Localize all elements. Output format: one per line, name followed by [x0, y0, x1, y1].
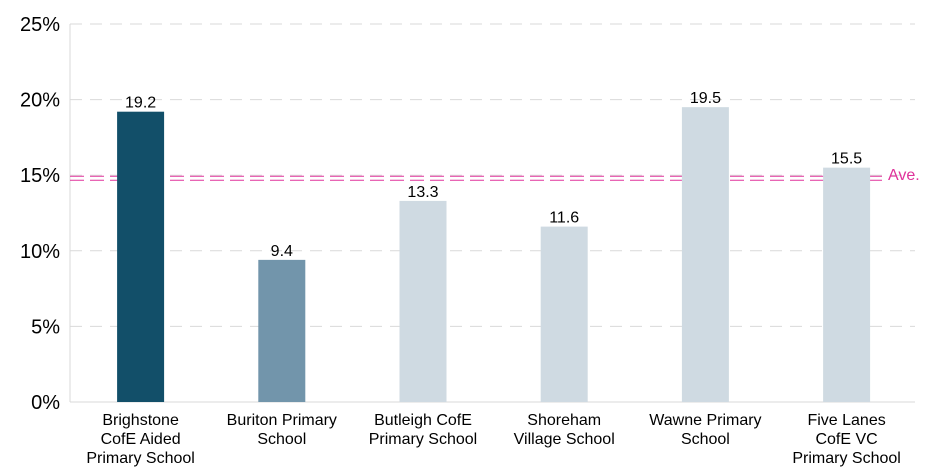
average-line-label: Ave. [888, 167, 920, 184]
y-tick-label: 10% [20, 241, 60, 263]
x-axis-categories: Brighstone CofE Aided Primary School Burito… [86, 412, 900, 467]
bar [258, 259, 306, 402]
data-labels: 19.2 9.4 13.3 11.6 19.5 15.5 [125, 90, 862, 260]
bar [399, 200, 447, 402]
y-tick-label: 25% [20, 14, 60, 36]
bar [117, 111, 165, 403]
bar [823, 167, 871, 402]
bars [117, 107, 871, 403]
gridlines [69, 23, 915, 403]
data-label: 15.5 [831, 151, 862, 168]
y-tick-label: 15% [20, 165, 60, 187]
x-category-label: Wawne Primary School [649, 412, 761, 448]
x-category-label: Butleigh CofE Primary School [369, 412, 477, 448]
y-tick-label: 5% [31, 316, 60, 338]
x-category-label: Shoreham Village School [514, 412, 615, 448]
data-label: 11.6 [549, 210, 579, 227]
x-category-label: Buriton Primary School [227, 412, 337, 448]
data-label: 19.5 [690, 90, 721, 107]
y-tick-label: 0% [31, 392, 60, 414]
x-category-label: Five Lanes CofE VC Primary School [792, 412, 900, 467]
x-category-label: Brighstone CofE Aided Primary School [86, 412, 194, 467]
data-label: 19.2 [125, 95, 156, 112]
data-label: 13.3 [407, 184, 438, 201]
data-label: 9.4 [271, 243, 293, 260]
bar [681, 107, 729, 402]
y-axis-ticks: 0% 5% 10% 15% 20% 25% [20, 14, 60, 414]
bar [540, 226, 588, 402]
y-tick-label: 20% [20, 90, 60, 112]
average-reference-line: Ave. [70, 167, 920, 184]
